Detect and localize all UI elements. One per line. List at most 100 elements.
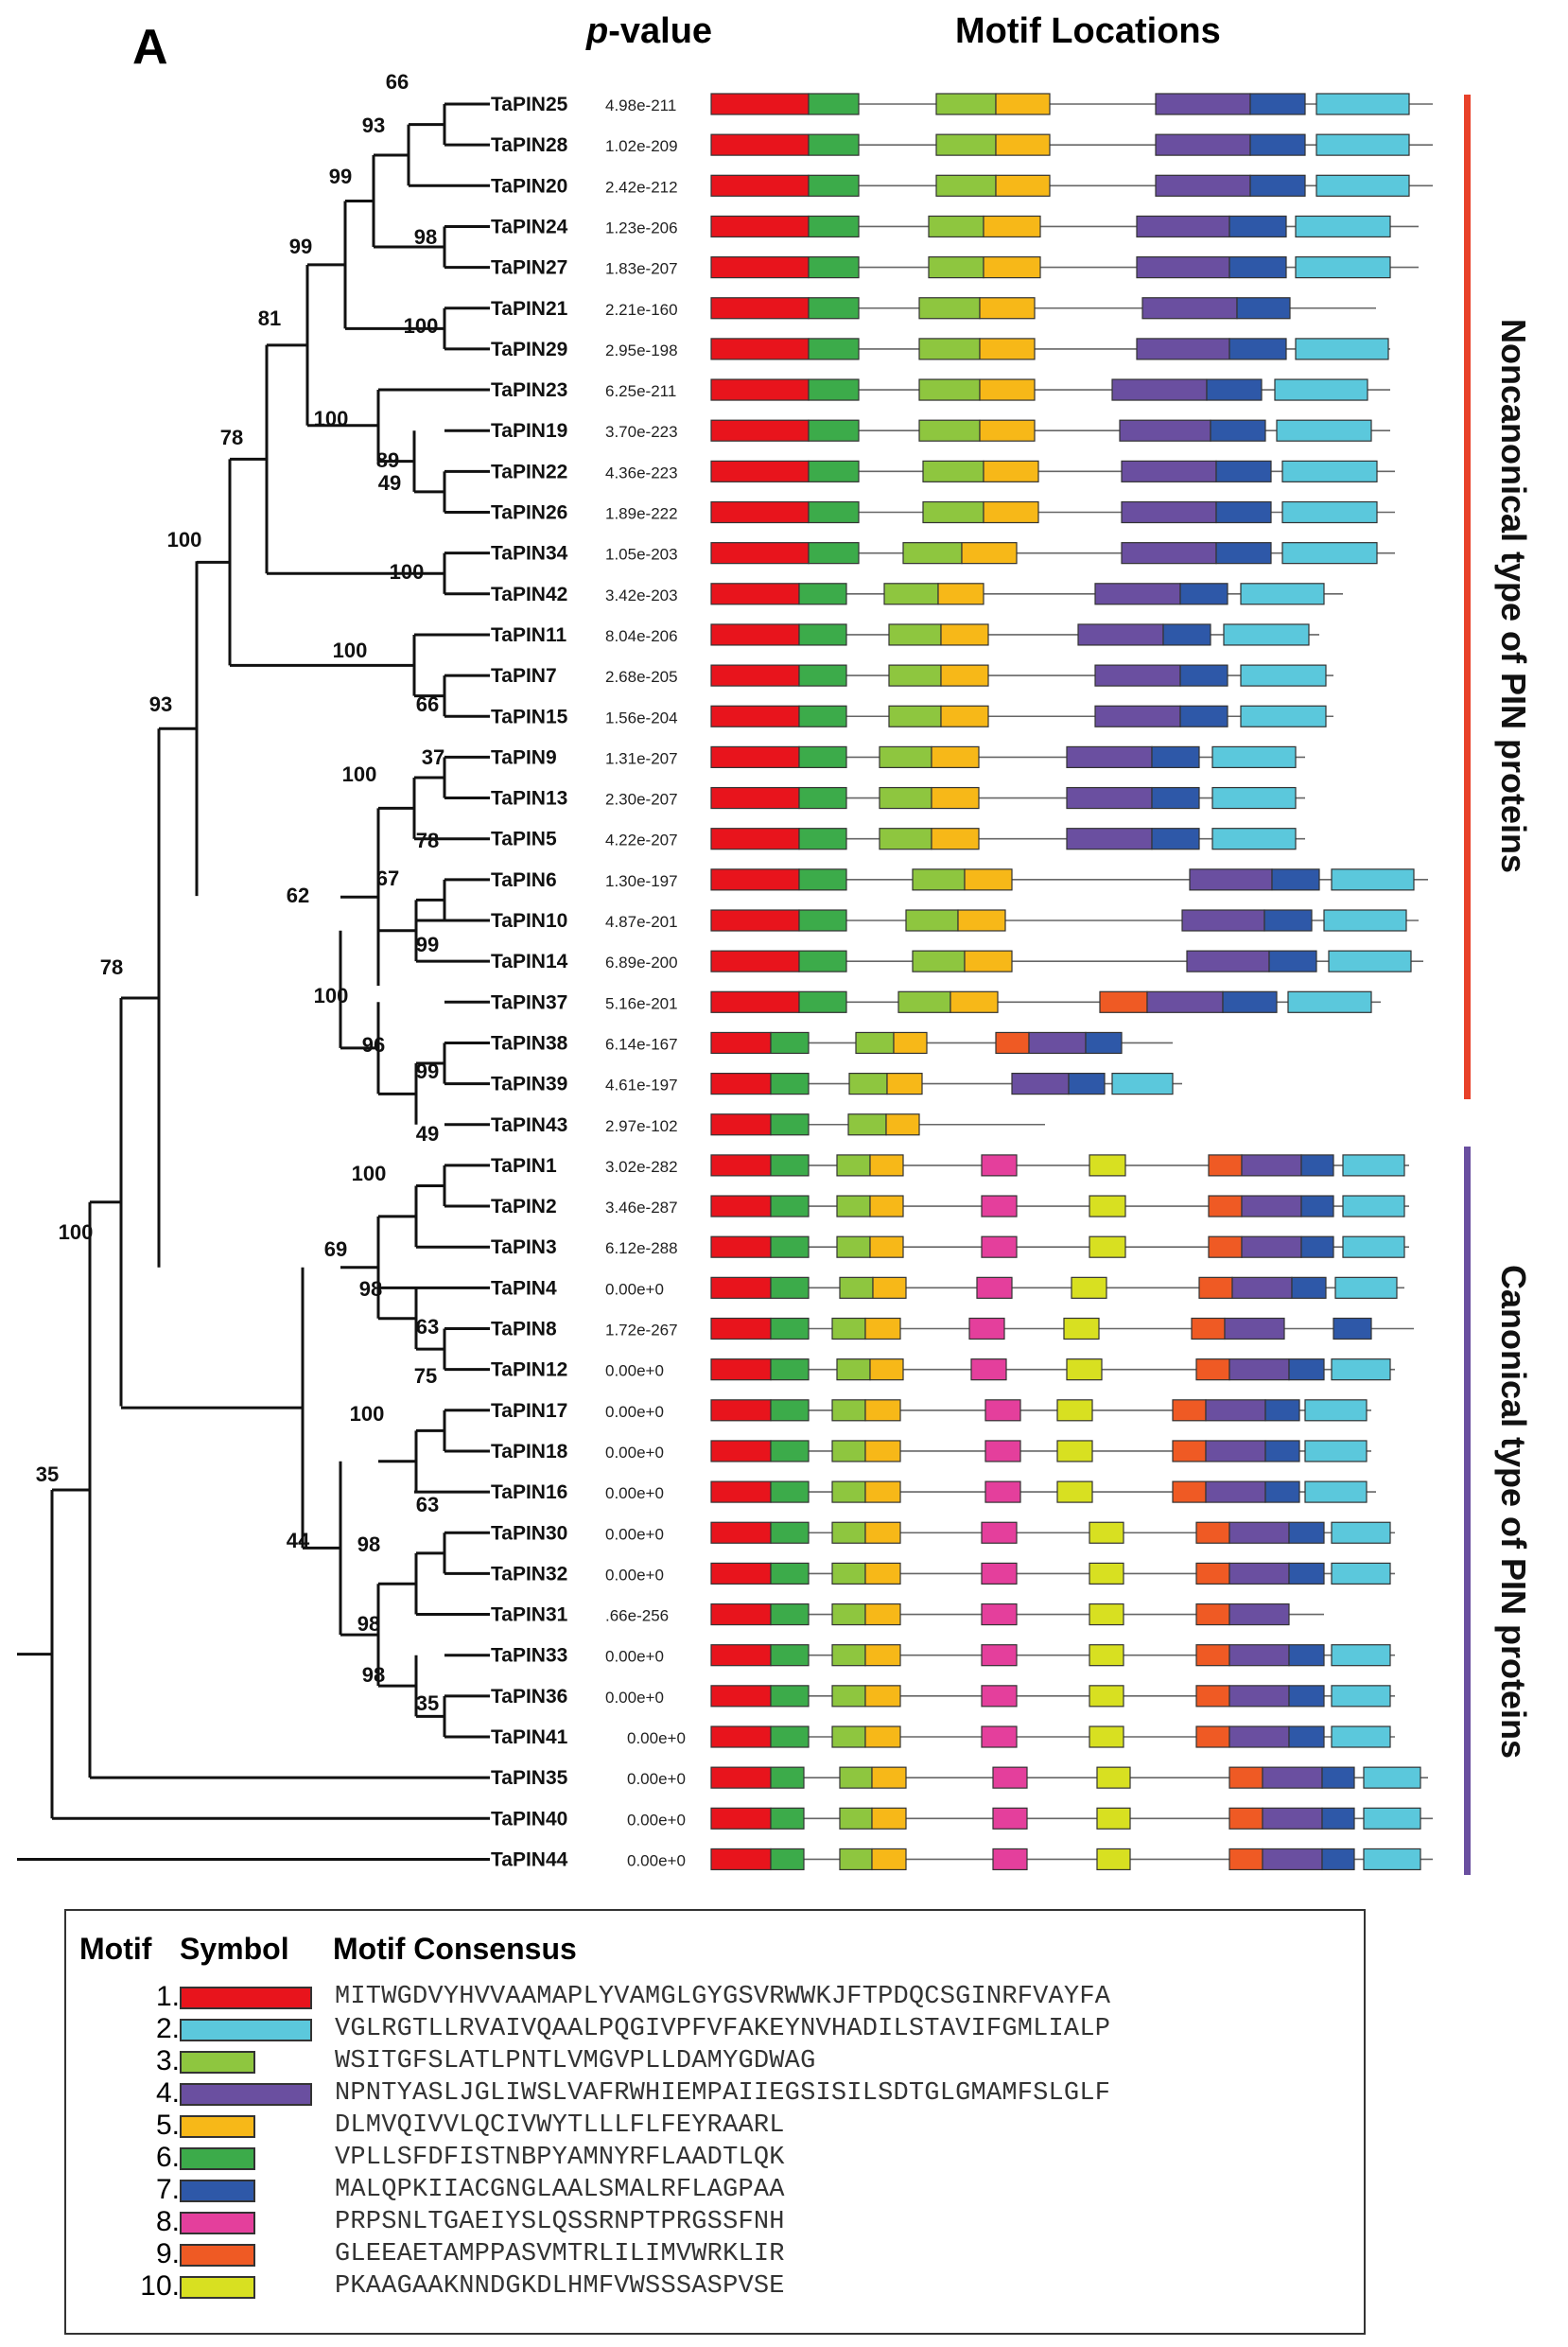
motif-7-box [1151,745,1200,769]
pvalue: 2.95e-198 [605,342,678,359]
protein-name: TaPIN34 [491,543,568,565]
motif-4-box [1141,297,1238,320]
pvalue: 2.97e-102 [605,1117,678,1135]
motif-1-box [710,623,800,646]
motif-locations-header: Motif Locations [955,11,1221,51]
motif-7-box [1228,215,1287,238]
motif-2-box [1331,1358,1391,1381]
motif-2-box [1211,828,1297,850]
protein-name: TaPIN38 [491,1032,568,1054]
legend-motif-number: 9. [155,2238,180,2269]
motif-5-box [964,868,1013,891]
motif-3-box [935,174,997,197]
motif-7-box [1264,1399,1300,1422]
motif-5-box [979,378,1036,401]
motif-3-box [905,909,959,932]
motif-4-box [1228,1603,1290,1626]
motif-7-box [1264,1440,1300,1462]
legend-motif-consensus: PKAAGAAKNNDGKDLHMFVWSSSASPVSE [335,2272,785,2301]
pvalue: 0.00e+0 [605,1484,664,1502]
motif-7-box [1300,1235,1334,1258]
motif-6-box [770,1235,810,1258]
motif-8-box [981,1521,1018,1544]
bootstrap-value: 78 [220,426,243,449]
canonical-bar [1464,1147,1471,1875]
pvalue: 4.61e-197 [605,1077,678,1095]
protein-name: TaPIN11 [491,624,566,646]
motif-3-box [831,1603,866,1626]
pvalue: 6.25e-211 [605,382,676,400]
motif-7-box [1068,1072,1106,1095]
motif-5-box [864,1685,901,1708]
motif-2-box [1281,500,1378,524]
legend-motif-2-symbol [180,2019,312,2041]
motif-6-box [770,1685,810,1708]
legend-motif-consensus: GLEEAETAMPPASVMTRLILIMVWRKLIR [335,2240,785,2268]
bootstrap-value: 35 [416,1691,439,1715]
pvalue: 0.00e+0 [605,1403,664,1421]
motif-2-box [1295,256,1391,279]
motif-3-box [839,1276,874,1299]
motif-8-box [968,1317,1005,1340]
motif-4-box [1186,950,1270,972]
motif-6-box [770,1807,805,1830]
motif-10-box [1089,1644,1124,1667]
motif-3-box [831,1644,866,1667]
protein-name: TaPIN14 [491,951,568,972]
motif-4-box [1136,215,1230,238]
motif-4-box [1262,1848,1323,1871]
motif-10-box [1089,1195,1126,1217]
motif-2-box [1315,93,1410,115]
protein-name: TaPIN32 [491,1563,567,1585]
motif-5-box [940,623,989,646]
motif-6-box [798,623,847,646]
protein-name: TaPIN10 [491,910,567,932]
motif-6-box [770,1521,810,1544]
motif-5-box [864,1440,901,1462]
legend-motif-5-symbol [180,2115,255,2138]
legend-motif-number: 2. [155,2013,180,2044]
protein-name: TaPIN5 [491,829,557,850]
protein-name: TaPIN28 [491,134,568,156]
motif-4-box [1228,1725,1290,1748]
protein-name: TaPIN4 [491,1277,557,1299]
motif-9-box [1208,1235,1243,1258]
motif-7-box [1249,93,1306,115]
motif-5-box [931,745,980,769]
legend-motif-4-symbol [180,2083,312,2106]
motif-5-box [979,297,1036,320]
motif-7-box [1236,297,1291,320]
motif-4-box [1121,542,1217,565]
motif-4-box [1155,174,1251,197]
motif-5-box [871,1807,907,1830]
motif-4-box [1094,705,1181,727]
motif-5-box [979,419,1036,442]
motif-5-box [931,786,980,810]
motif-7-box [1222,990,1278,1013]
motif-6-box [770,1358,810,1381]
motif-10-box [1096,1807,1131,1830]
motif-7-box [1206,378,1263,401]
protein-name: TaPIN7 [491,665,557,687]
motif-9-box [1172,1480,1207,1503]
motif-6-box [798,786,847,810]
motif-6-box [808,93,860,115]
motif-6-box [770,1480,810,1503]
motif-4-box [1241,1154,1302,1177]
motif-1-box [710,909,800,932]
motif-10-box [1071,1276,1107,1299]
motif-4-box [1189,868,1273,891]
motif-7-box [1321,1848,1355,1871]
motif-3-box [879,745,932,769]
phylogeny-motif-figure: 6693999899100811008949781001001006637100… [17,70,1533,1875]
motif-7-box [1333,1317,1372,1340]
motif-4-box [1224,1317,1285,1340]
protein-names: TaPIN25 TaPIN28 TaPIN20 TaPIN24 TaPIN27 TaPIN… [491,94,568,1870]
motif-6-box [770,1154,810,1177]
motif-1-box [710,868,800,891]
motif-10-box [1063,1317,1100,1340]
legend-motif-number: 7. [155,2174,180,2205]
pvalue: 1.05e-203 [605,546,678,564]
bootstrap-value: 99 [416,933,439,956]
motif-8-box [992,1848,1028,1871]
